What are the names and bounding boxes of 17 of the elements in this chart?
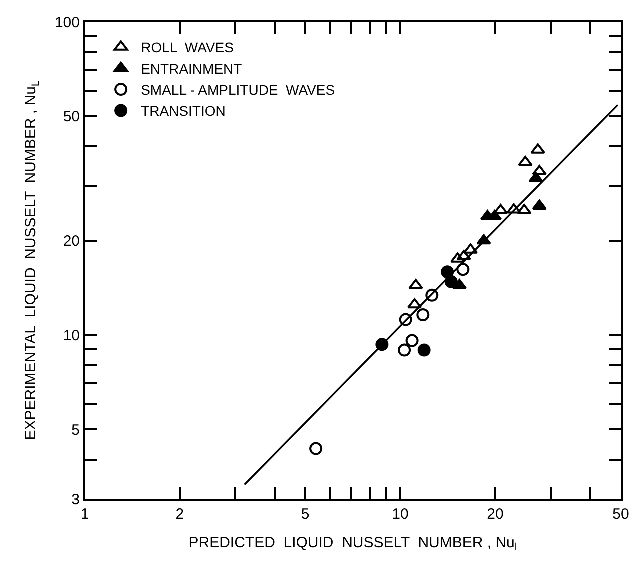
y-tick-label: 3 [72, 491, 80, 508]
x-tick-label: 10 [392, 506, 409, 523]
x-tick-label: 50 [612, 506, 630, 523]
y-tick-label: 10 [63, 327, 80, 344]
x-tick-label: 2 [176, 506, 184, 523]
x-tick-label: 5 [301, 506, 310, 523]
y-tick-label: 5 [72, 422, 80, 439]
y-tick-label: 100 [54, 14, 80, 32]
legend-label: TRANSITION [141, 103, 226, 120]
legend-label: ROLL WAVES [141, 40, 234, 56]
x-tick-label: 20 [487, 506, 504, 523]
y-tick-label: 50 [63, 108, 80, 126]
x-axis-title: PREDICTED LIQUID NUSSELT NUMBER , Nu$_{l}$ [188, 534, 518, 554]
y-tick-label: 20 [63, 233, 80, 250]
legend-label: ENTRAINMENT [141, 60, 243, 77]
legend-label: SMALL - AMPLITUDE WAVES [141, 82, 336, 98]
x-tick-label: 1 [80, 506, 90, 523]
